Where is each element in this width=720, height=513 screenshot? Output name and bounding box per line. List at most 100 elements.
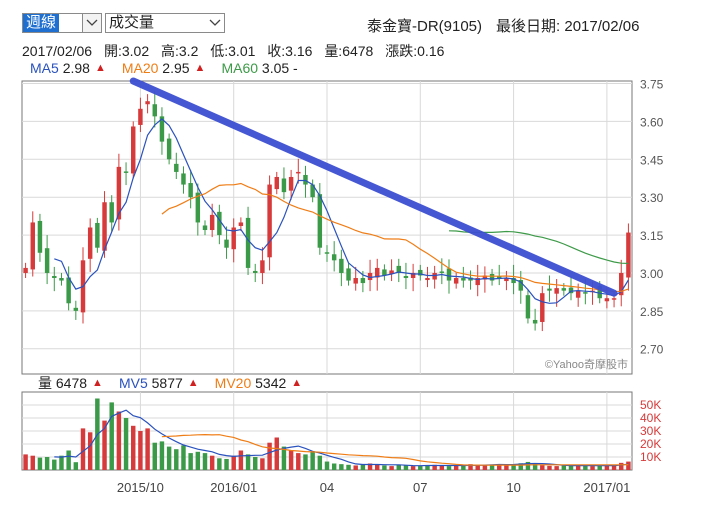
volume-tick-label: 50K: [640, 398, 661, 412]
x-tick-label: 2017/01: [583, 480, 630, 495]
volume-bar: [324, 461, 330, 470]
chevron-down-icon[interactable]: [82, 14, 101, 32]
volume-bar: [52, 459, 57, 470]
volume-bar: [453, 465, 459, 470]
quote-line: 2017/02/06 開:3.02 高:3.2 低:3.01 收:3.16 量:…: [22, 41, 452, 61]
volume-bar: [346, 464, 351, 470]
volume-bar: [131, 425, 136, 470]
volume-bar: [389, 466, 394, 470]
volume-bar: [461, 465, 466, 470]
candle-body: [274, 176, 279, 190]
volume-bar: [267, 442, 272, 470]
quote-date: 2017/02/06: [22, 43, 93, 59]
candle-body: [116, 166, 122, 220]
candle-body: [317, 194, 323, 248]
price-tick-label: 3.30: [640, 191, 664, 205]
volume-bar: [504, 464, 509, 470]
volume-bar: [418, 465, 423, 470]
candles: [23, 91, 631, 332]
ma20-legend: MA20 2.95 ▲: [122, 60, 206, 76]
volume-bar: [604, 465, 610, 470]
candle-body: [382, 269, 387, 276]
ma60-marker: -: [293, 60, 298, 76]
volume-bar: [102, 420, 107, 470]
candle-body: [310, 184, 315, 198]
volume-bar: [367, 463, 373, 470]
up-triangle-icon: ▲: [94, 62, 106, 74]
ma5-value: 2.98: [62, 60, 90, 76]
candle-body: [52, 275, 57, 279]
candle-body: [253, 270, 258, 273]
candle-body: [554, 288, 559, 294]
candle-body: [432, 272, 437, 280]
volume-bar: [224, 458, 229, 470]
candle-body: [23, 267, 28, 273]
volume-bar: [375, 464, 380, 470]
volume-bar: [217, 458, 222, 470]
last-date: 最後日期: 2017/02/06: [496, 18, 640, 35]
candle-body: [518, 280, 523, 291]
indicator-select-value: 成交量: [109, 14, 155, 31]
volume-tick-label: 40K: [640, 411, 661, 425]
candle-body: [446, 268, 452, 281]
candle-body: [611, 298, 617, 300]
quote-volume: 量:6478: [324, 43, 374, 59]
volume-bar: [123, 418, 129, 470]
up-triangle-icon: ▲: [187, 377, 199, 389]
period-select[interactable]: 週線: [22, 13, 102, 33]
candle-body: [346, 268, 351, 281]
volume-bar: [396, 464, 401, 470]
volume-bar: [432, 464, 437, 470]
volume-bar: [87, 432, 93, 470]
candle-body: [95, 222, 100, 248]
volume-bar: [568, 465, 574, 470]
x-tick-label: 10: [506, 480, 520, 495]
chevron-down-icon[interactable]: [206, 14, 224, 32]
volume-bar: [138, 431, 143, 470]
volume-bar: [30, 455, 35, 470]
vol-value: 6478: [55, 375, 88, 391]
quote-low: 低:3.01: [210, 43, 256, 59]
mv5-legend: MV5 5877 ▲: [119, 375, 199, 391]
quote-change: 漲跌:0.16: [385, 43, 445, 59]
mv20-line: [161, 433, 629, 466]
mv5-label: MV5: [118, 375, 148, 391]
volume-bar: [360, 464, 366, 470]
candle-body: [403, 275, 409, 279]
x-tick-label: 2016/01: [210, 480, 257, 495]
volume-bar: [339, 464, 344, 470]
volume-bar: [626, 461, 631, 470]
indicator-select[interactable]: 成交量: [105, 13, 225, 33]
candle-body: [224, 239, 229, 248]
volume-bar: [446, 466, 452, 470]
volume-bar: [439, 465, 445, 470]
volume-bar: [540, 465, 545, 470]
volume-bar: [181, 445, 186, 470]
candle-body: [288, 176, 294, 191]
candle-body: [66, 277, 71, 304]
candle-body: [123, 171, 129, 173]
candle-body: [59, 278, 64, 281]
candle-body: [410, 272, 416, 279]
volume-bar: [166, 446, 172, 470]
volume-bar: [116, 411, 122, 470]
volume-bar: [482, 465, 488, 470]
volume-bar: [353, 465, 358, 470]
volume-bar: [489, 464, 495, 470]
ma60-value: 3.05: [261, 60, 290, 76]
candle-body: [296, 171, 301, 174]
volume-bar: [80, 428, 86, 470]
vol-label: 量: [38, 375, 52, 391]
stock-header: 泰金寶-DR(9105) 最後日期: 2017/02/06: [367, 15, 653, 36]
volume-bar: [109, 402, 114, 470]
volume-bar: [597, 465, 602, 470]
volume-bar: [66, 450, 71, 470]
candle-body: [231, 227, 236, 250]
volume-bar: [583, 465, 588, 470]
candle-body: [482, 275, 488, 280]
mv20-value: 5342: [255, 375, 287, 391]
mv5-line: [54, 409, 629, 467]
period-select-value: 週線: [23, 14, 60, 32]
volume-bar: [288, 450, 294, 470]
